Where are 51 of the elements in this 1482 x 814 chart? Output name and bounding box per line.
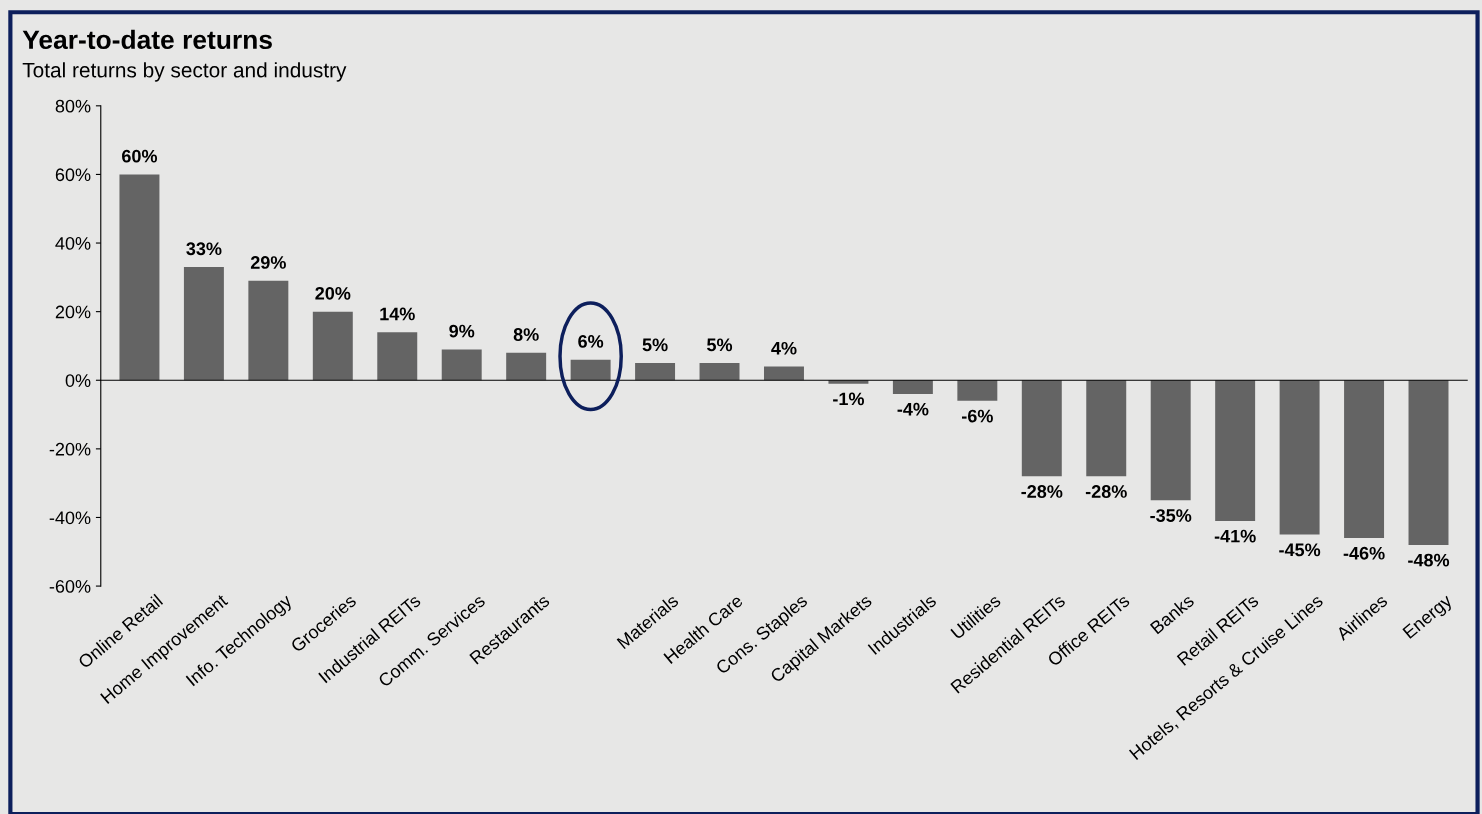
y-tick-label: -40%: [49, 511, 91, 525]
data-label: 60%: [122, 149, 158, 163]
bar: [892, 380, 933, 394]
bar: [1215, 380, 1256, 521]
bar: [635, 363, 676, 381]
bar: [570, 359, 611, 381]
data-label: 8%: [513, 328, 539, 341]
bar: [183, 267, 224, 381]
bar: [1086, 380, 1127, 477]
data-label: 14%: [380, 307, 415, 321]
data-label: 4%: [771, 341, 797, 355]
bar: [248, 280, 289, 381]
bar: [764, 366, 804, 381]
data-label: -28%: [1021, 485, 1063, 498]
data-label: -4%: [897, 402, 929, 416]
bar: [119, 174, 160, 381]
data-label: -45%: [1279, 543, 1321, 557]
y-tick-label: 20%: [55, 305, 91, 319]
y-tick-label: -20%: [49, 442, 91, 456]
data-label: -48%: [1408, 553, 1450, 567]
data-label: 6%: [578, 334, 604, 348]
y-tick-label: 60%: [55, 168, 91, 182]
data-label: -28%: [1085, 485, 1127, 498]
bar: [506, 352, 547, 381]
data-label: 29%: [250, 256, 286, 269]
y-tick-label: 80%: [55, 99, 91, 113]
data-label: -46%: [1343, 546, 1385, 560]
bar: [1279, 380, 1320, 535]
bar: [312, 311, 353, 381]
data-label: -41%: [1214, 529, 1256, 543]
bar: [957, 380, 998, 401]
chart-title: Year-to-date returns: [22, 29, 272, 50]
bar: [1150, 380, 1191, 501]
bar: [377, 332, 418, 381]
chart-subtitle: Total returns by sector and industry: [22, 62, 347, 82]
data-label: 33%: [186, 242, 222, 256]
y-tick-label: 40%: [55, 236, 91, 250]
y-tick-label: -60%: [49, 580, 91, 593]
data-label: -6%: [961, 409, 993, 423]
bar: [1408, 380, 1449, 545]
bar: [1344, 380, 1385, 539]
data-label: -35%: [1150, 509, 1192, 522]
bar: [699, 363, 740, 381]
data-label: 5%: [642, 338, 668, 352]
bar: [1021, 380, 1062, 477]
y-tick-label: 0%: [65, 374, 91, 387]
data-label: -1%: [833, 392, 865, 406]
data-label: 9%: [449, 324, 475, 338]
data-label: 20%: [315, 286, 351, 300]
data-label: 5%: [707, 338, 733, 352]
bar: [441, 349, 482, 381]
